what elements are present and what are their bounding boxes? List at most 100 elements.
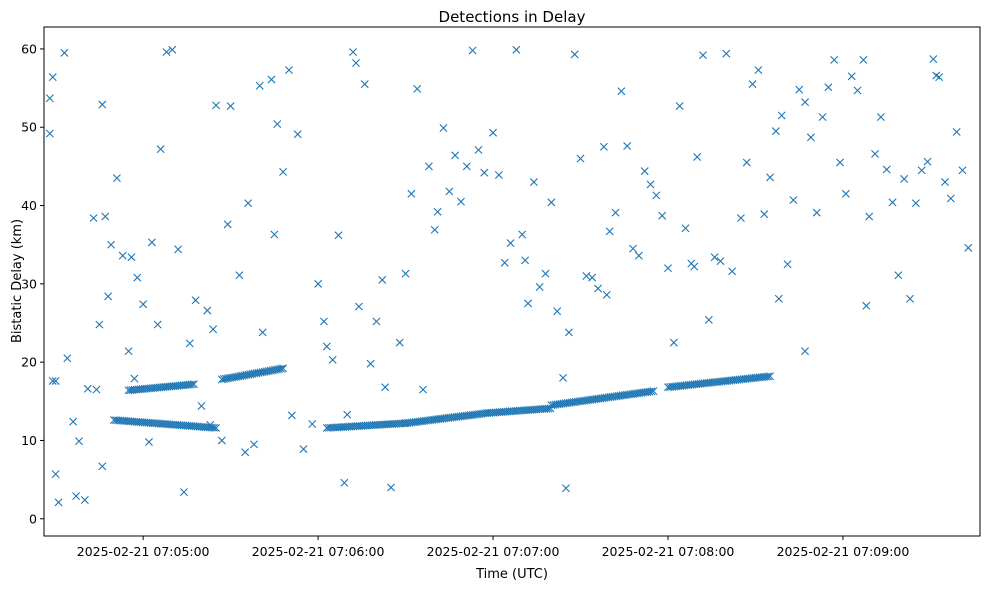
plot-frame	[43, 26, 981, 537]
data-point-78	[439, 124, 448, 133]
data-point-58	[322, 342, 331, 351]
data-point-69	[381, 383, 390, 392]
data-point-114	[652, 191, 661, 200]
data-point-21	[118, 251, 127, 260]
x-tick-label-3: 2025-02-21 07:08:00	[602, 544, 735, 559]
data-point-73	[407, 189, 416, 198]
data-point-168	[63, 354, 72, 363]
data-point-61	[340, 478, 349, 487]
data-point-161	[929, 55, 938, 64]
data-point-102	[582, 272, 591, 281]
data-point-127	[728, 267, 737, 276]
data-point-42	[226, 102, 235, 111]
data-point-128	[736, 214, 745, 223]
data-point-106	[605, 227, 614, 236]
data-point-1	[45, 129, 54, 138]
data-point-80	[451, 151, 460, 160]
data-point-65	[360, 80, 369, 89]
data-point-166	[958, 166, 967, 175]
data-point-155	[894, 271, 903, 280]
data-point-36	[197, 402, 206, 410]
data-point-160	[923, 157, 932, 166]
x-axis: 2025-02-21 07:05:00 2025-02-21 07:06:00 20…	[77, 536, 909, 559]
data-point-24	[130, 374, 139, 383]
data-point-0	[45, 94, 54, 103]
data-point-29	[153, 320, 162, 329]
data-point-141	[812, 208, 821, 217]
data-point-143	[824, 83, 833, 92]
data-point-96	[547, 198, 556, 207]
data-point-34	[185, 339, 194, 348]
data-point-9	[72, 492, 81, 501]
data-point-297	[277, 364, 286, 373]
data-point-16	[98, 462, 107, 471]
data-point-108	[617, 87, 626, 96]
data-point-5	[51, 470, 60, 479]
data-point-158	[911, 199, 920, 208]
data-point-146	[841, 189, 850, 198]
data-point-149	[859, 55, 868, 64]
data-point-124	[710, 253, 719, 262]
data-point-91	[518, 230, 527, 239]
data-point-111	[634, 251, 643, 260]
data-point-14	[92, 385, 101, 394]
data-point-64	[354, 302, 363, 311]
data-point-233	[210, 423, 218, 432]
data-point-32	[174, 245, 183, 254]
y-axis-label: Bistatic Delay (km)	[10, 219, 25, 343]
data-point-134	[771, 127, 780, 136]
data-point-135	[777, 111, 786, 120]
data-point-175	[521, 256, 530, 265]
data-point-460	[647, 387, 656, 396]
data-point-55	[308, 420, 317, 429]
data-point-132	[760, 210, 769, 219]
data-point-66	[366, 359, 375, 368]
data-point-145	[836, 158, 845, 167]
data-point-12	[83, 384, 92, 393]
data-point-7	[60, 48, 69, 57]
data-point-2	[48, 376, 57, 385]
data-point-67	[372, 317, 381, 326]
data-point-115	[658, 211, 667, 220]
data-point-122	[699, 51, 707, 60]
data-point-79	[445, 187, 454, 196]
data-point-86	[489, 128, 498, 137]
data-point-89	[506, 239, 515, 248]
data-point-461	[649, 387, 658, 396]
data-point-100	[570, 50, 579, 59]
data-point-121	[693, 153, 702, 161]
data-point-138	[795, 85, 804, 94]
data-point-183	[801, 347, 810, 356]
data-point-105	[599, 142, 608, 151]
data-point-101	[576, 154, 585, 163]
data-point-117	[669, 338, 678, 347]
data-point-56	[314, 279, 323, 288]
data-point-8	[69, 417, 78, 426]
y-tick-label-6: 60	[21, 41, 37, 56]
data-point-52	[287, 411, 296, 420]
data-point-173	[352, 59, 360, 68]
data-point-180	[932, 71, 941, 80]
x-tick-label-2: 2025-02-21 07:07:00	[427, 544, 560, 559]
data-point-63	[349, 48, 358, 57]
x-tick-label-0: 2025-02-21 07:05:00	[77, 544, 210, 559]
data-point-131	[754, 66, 763, 75]
data-point-167	[964, 243, 973, 252]
data-point-139	[801, 98, 810, 107]
data-point-49	[273, 120, 282, 129]
data-point-266	[187, 380, 196, 389]
data-point-267	[189, 380, 198, 389]
data-point-48	[267, 75, 276, 84]
data-point-136	[783, 260, 792, 269]
data-point-43	[235, 271, 244, 280]
data-point-133	[766, 173, 775, 182]
data-point-170	[156, 145, 165, 154]
data-point-22	[124, 347, 133, 356]
data-point-169	[104, 292, 113, 301]
data-point-298	[279, 364, 288, 373]
data-point-57	[319, 317, 328, 326]
data-point-41	[223, 220, 232, 229]
data-point-177	[690, 262, 699, 271]
data-point-157	[906, 294, 915, 303]
